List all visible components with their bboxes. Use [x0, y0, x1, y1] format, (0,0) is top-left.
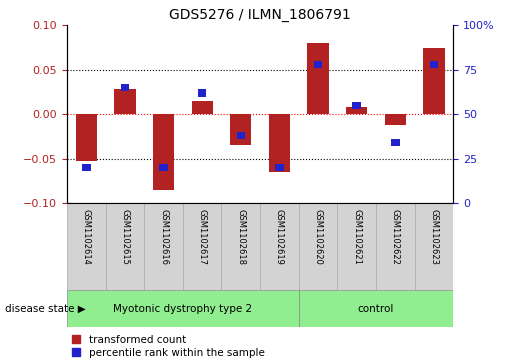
Bar	[76, 114, 97, 160]
Bar	[230, 114, 251, 146]
Bar	[430, 61, 438, 68]
Text: Myotonic dystrophy type 2: Myotonic dystrophy type 2	[113, 303, 252, 314]
Bar	[385, 114, 406, 125]
Bar	[144, 203, 183, 290]
Text: GSM1102623: GSM1102623	[430, 209, 438, 265]
Bar	[183, 203, 221, 290]
Text: GSM1102619: GSM1102619	[275, 209, 284, 265]
Bar	[67, 290, 299, 327]
Title: GDS5276 / ILMN_1806791: GDS5276 / ILMN_1806791	[169, 8, 351, 22]
Bar	[159, 164, 168, 171]
Bar	[269, 114, 290, 172]
Bar	[314, 61, 322, 68]
Bar	[82, 164, 91, 171]
Bar	[307, 43, 329, 114]
Text: GSM1102621: GSM1102621	[352, 209, 361, 265]
Bar	[352, 102, 361, 109]
Bar	[236, 132, 245, 139]
Bar	[299, 290, 453, 327]
Bar	[121, 84, 129, 91]
Bar	[299, 203, 337, 290]
Text: control: control	[358, 303, 394, 314]
Bar	[346, 107, 367, 114]
Bar	[415, 203, 453, 290]
Bar	[198, 89, 207, 97]
Bar	[260, 203, 299, 290]
Text: disease state ▶: disease state ▶	[5, 303, 86, 314]
Bar	[275, 164, 284, 171]
Legend: transformed count, percentile rank within the sample: transformed count, percentile rank withi…	[72, 335, 265, 358]
Text: GSM1102620: GSM1102620	[314, 209, 322, 265]
Text: GSM1102614: GSM1102614	[82, 209, 91, 265]
Text: GSM1102622: GSM1102622	[391, 209, 400, 265]
Bar	[192, 101, 213, 114]
Bar	[376, 203, 415, 290]
Text: GSM1102615: GSM1102615	[121, 209, 129, 265]
Text: GSM1102617: GSM1102617	[198, 209, 207, 265]
Text: GSM1102618: GSM1102618	[236, 209, 245, 265]
Bar	[106, 203, 144, 290]
Bar	[153, 114, 174, 190]
Bar	[67, 203, 106, 290]
Bar	[337, 203, 376, 290]
Bar	[391, 139, 400, 146]
Bar	[114, 89, 135, 114]
Text: GSM1102616: GSM1102616	[159, 209, 168, 265]
Bar	[221, 203, 260, 290]
Bar	[423, 48, 444, 114]
